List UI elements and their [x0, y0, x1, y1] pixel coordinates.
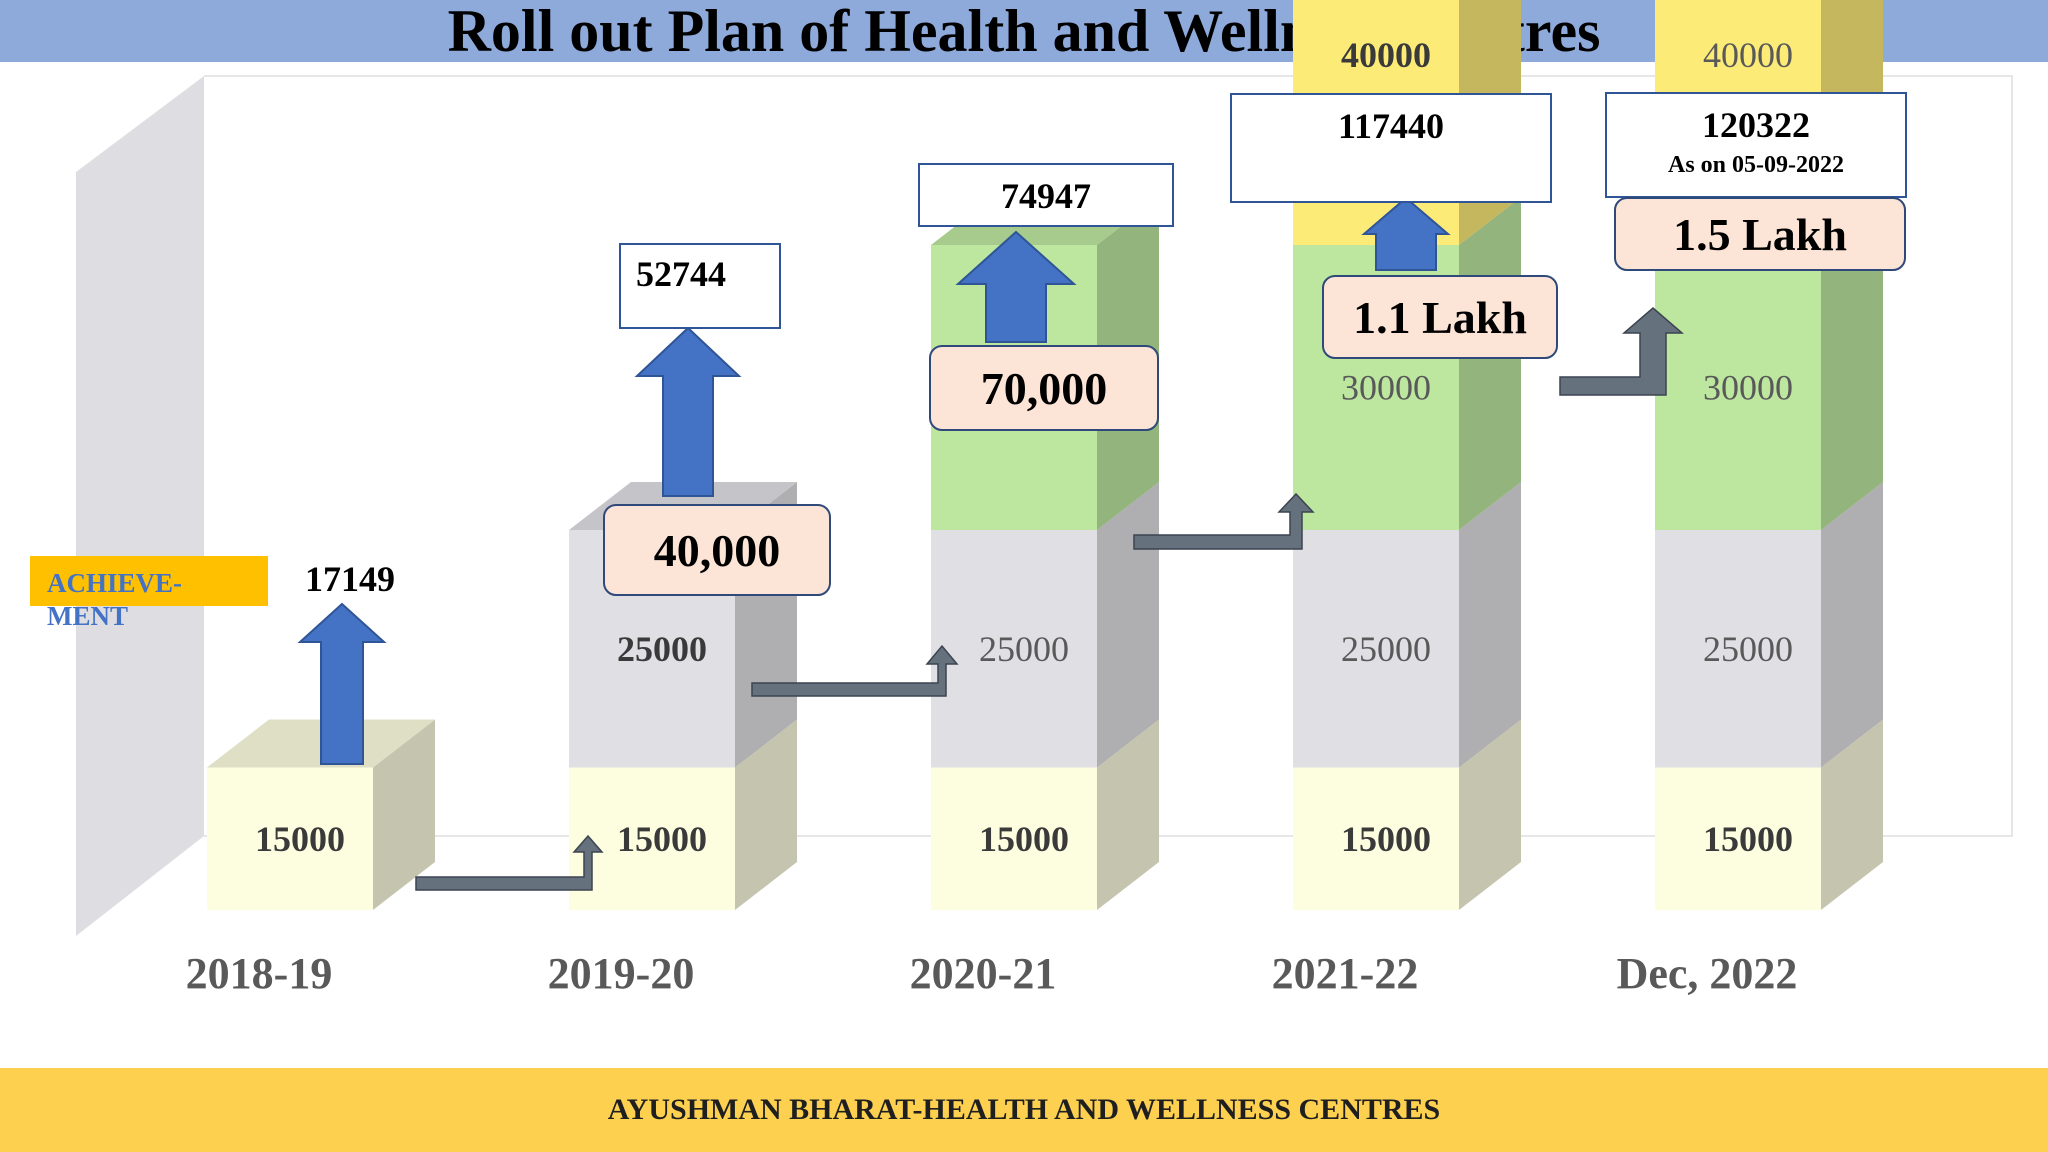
- bar-segment-side: [1459, 482, 1521, 768]
- bar-segment-front: [1293, 530, 1459, 768]
- bar-segment-front: [1655, 245, 1821, 530]
- achievement-box: [1230, 93, 1552, 203]
- step-arrow-2: [751, 644, 959, 697]
- achievement-legend: ACHIEVE- MENT: [30, 556, 268, 631]
- target-value: 1.5 Lakh: [1673, 209, 1847, 260]
- bar-segment-front: [1293, 767, 1459, 910]
- up-arrow-2018: [297, 602, 387, 765]
- bar-segment-label: 40000: [1341, 35, 1431, 75]
- achievement-value: 117440: [1338, 106, 1444, 146]
- bar-segment-front: [1655, 530, 1821, 768]
- bar-segment-label: 30000: [1341, 368, 1431, 408]
- achievement-box: [918, 163, 1174, 227]
- bar-segment-label: 25000: [617, 629, 707, 669]
- bar-segment-front: [1655, 767, 1821, 910]
- up-arrow-2021: [1361, 196, 1451, 271]
- bar-segment-side: [1097, 719, 1159, 910]
- chart: 15000 2018-19 15000 25000 2019-20 15000 25000 3…: [30, 0, 2013, 998]
- legend-swatch: [30, 556, 268, 606]
- achievement-value: 120322: [1702, 105, 1810, 145]
- bar-segment-label: 15000: [255, 819, 345, 859]
- bar-segment-label: 25000: [979, 629, 1069, 669]
- category-label: Dec, 2022: [1617, 949, 1798, 998]
- step-arrow-4: [1559, 307, 1685, 396]
- bar-segment-label: 15000: [617, 819, 707, 859]
- bar-segment-front: [569, 767, 735, 910]
- up-arrow-2019: [634, 326, 742, 497]
- bar-segment-label: 25000: [1341, 629, 1431, 669]
- bar-segment-front: [207, 767, 373, 910]
- footer-bar: AYUSHMAN BHARAT-HEALTH AND WELLNESS CENT…: [0, 1068, 2048, 1152]
- target-box: [603, 504, 831, 596]
- bar-segment-side: [1459, 197, 1521, 530]
- back-wall: [76, 76, 204, 936]
- category-label: 2020-21: [910, 949, 1057, 998]
- achievement-value: 17149: [305, 559, 395, 599]
- category-label: 2019-20: [548, 949, 695, 998]
- target-box: [929, 345, 1159, 431]
- bar-segment-front: [931, 530, 1097, 768]
- step-arrow-3: [1133, 492, 1315, 550]
- bar-segment-front: [931, 767, 1097, 910]
- bar-segment-label: 15000: [1341, 819, 1431, 859]
- bar-segment-label: 40000: [1703, 35, 1793, 75]
- up-arrow-2020: [955, 230, 1077, 343]
- achievement-value: 74947: [1001, 176, 1091, 216]
- bar-segment-label: 25000: [1703, 629, 1793, 669]
- target-value: 40,000: [654, 525, 781, 576]
- achievement-note: As on 05-09-2022: [1668, 152, 1844, 178]
- achievement-box: [619, 243, 781, 329]
- bar-segment-side: [1459, 719, 1521, 910]
- target-box: [1322, 275, 1558, 359]
- bar-segment-side: [735, 719, 797, 910]
- target-box: [1614, 197, 1906, 271]
- achievement-value: 52744: [636, 254, 726, 294]
- bar-segment-side: [373, 719, 435, 910]
- legend-line-1: ACHIEVE-: [47, 568, 182, 598]
- bar-segment-side: [1821, 197, 1883, 530]
- arrows: [297, 196, 1685, 891]
- target-value: 70,000: [981, 363, 1108, 414]
- bar-segment-side: [1821, 482, 1883, 768]
- category-label: 2018-19: [186, 949, 333, 998]
- target-value: 1.1 Lakh: [1353, 292, 1527, 343]
- legend-line-2: MENT: [47, 601, 128, 631]
- bar-segment-label: 30000: [1703, 368, 1793, 408]
- achievement-box: [1605, 92, 1907, 198]
- labels: 15000 2018-19 15000 25000 2019-20 15000 25000 3…: [186, 35, 1907, 998]
- bar-segment-side: [1821, 719, 1883, 910]
- step-arrow-1: [415, 834, 604, 891]
- bar-segment-side: [1097, 482, 1159, 768]
- bar-segment-label: 15000: [1703, 819, 1793, 859]
- category-label: 2021-22: [1272, 949, 1419, 998]
- bar-segment-label: 15000: [979, 819, 1069, 859]
- footer-text: AYUSHMAN BHARAT-HEALTH AND WELLNESS CENT…: [607, 1093, 1441, 1126]
